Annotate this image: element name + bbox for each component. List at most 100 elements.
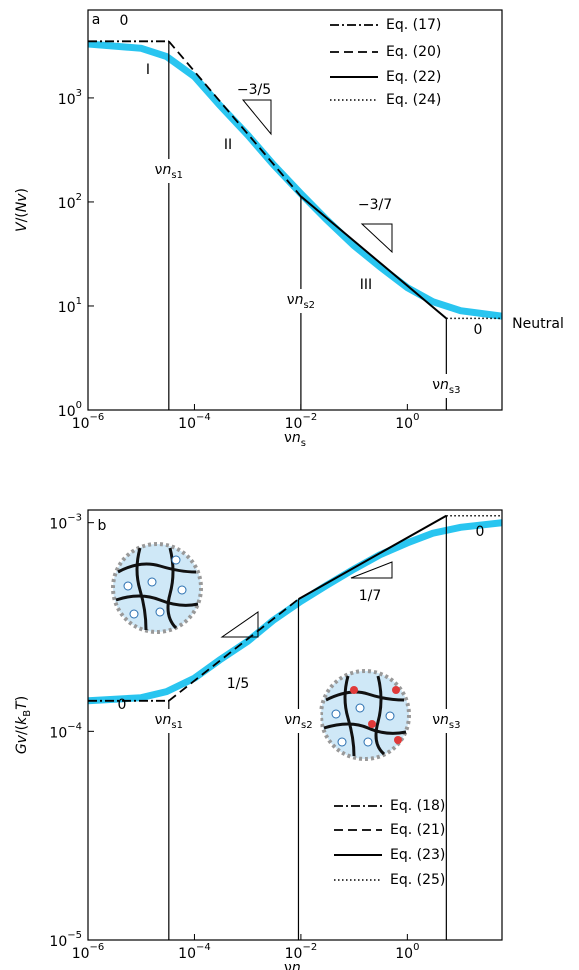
legend-label: Eq. (24) bbox=[386, 92, 441, 108]
inset-gel-charged bbox=[319, 669, 411, 761]
legend-label: Eq. (17) bbox=[386, 17, 441, 33]
slope-triangle bbox=[360, 223, 393, 254]
annotation: −3/5 bbox=[237, 82, 271, 98]
text-part: 10 bbox=[49, 934, 67, 950]
text-part: n bbox=[292, 430, 301, 446]
text-part: 10 bbox=[49, 517, 67, 533]
text-part: ν bbox=[284, 960, 292, 970]
y-tick-label: 10−5 bbox=[49, 930, 82, 950]
plot-frame bbox=[87, 509, 503, 941]
text-part: 10 bbox=[72, 946, 90, 962]
plot-frame bbox=[87, 9, 503, 411]
marker-label: νns3 bbox=[432, 712, 460, 731]
legend-label: Eq. (25) bbox=[390, 872, 445, 888]
slope-triangle bbox=[350, 561, 393, 579]
text-part: n bbox=[440, 377, 449, 393]
annotation: Neutral bbox=[512, 316, 564, 332]
text-part: ν bbox=[284, 712, 292, 728]
text-part: −6 bbox=[90, 942, 105, 953]
y-axis-label: V/(Nv) bbox=[14, 188, 30, 232]
slope-triangle bbox=[220, 611, 259, 638]
y-tick-label: 103 bbox=[58, 88, 82, 108]
text-part: −4 bbox=[67, 721, 82, 732]
text-part: s1 bbox=[171, 170, 183, 181]
annotation: b bbox=[98, 518, 107, 534]
marker-label-bg bbox=[146, 159, 191, 183]
text-part: ν bbox=[155, 712, 163, 728]
text-part: n bbox=[292, 960, 301, 970]
marker-label-bg bbox=[278, 289, 323, 313]
annotation: 1/5 bbox=[227, 676, 250, 692]
annotation: a bbox=[92, 12, 101, 28]
x-tick-label: 10−4 bbox=[178, 412, 211, 432]
text-part: 0 bbox=[413, 942, 419, 953]
y-tick-label: 10−3 bbox=[49, 513, 82, 533]
x-tick-label: 10−2 bbox=[285, 412, 318, 432]
marker-label: νns2 bbox=[284, 712, 312, 731]
legend-label: Eq. (18) bbox=[390, 798, 445, 814]
inset-gel-neutral bbox=[111, 542, 203, 634]
y-tick-label: 10−4 bbox=[49, 721, 82, 741]
slope-triangle bbox=[241, 99, 272, 136]
text-part: ν bbox=[155, 162, 163, 178]
x-tick-label: 10−6 bbox=[72, 412, 105, 432]
marker-label: νns1 bbox=[155, 162, 183, 181]
text-part: s3 bbox=[449, 720, 461, 731]
text-part: B bbox=[22, 710, 33, 717]
series-line bbox=[300, 195, 447, 320]
series-line bbox=[298, 514, 447, 600]
text-part: s bbox=[301, 968, 306, 970]
marker-label: νns2 bbox=[287, 292, 315, 311]
y-axis-label: Gv/(kBT) bbox=[14, 696, 33, 754]
text-part: /( bbox=[14, 212, 30, 222]
text-part: −4 bbox=[196, 942, 211, 953]
x-tick-label: 10−6 bbox=[72, 942, 105, 962]
text-part: s2 bbox=[301, 720, 313, 731]
text-part: n bbox=[163, 162, 172, 178]
text-part: 10 bbox=[58, 92, 76, 108]
text-part: s1 bbox=[171, 720, 183, 731]
text-part: ν bbox=[284, 430, 292, 446]
annotation: −3/7 bbox=[358, 197, 392, 213]
text-part: n bbox=[292, 712, 301, 728]
x-axis-label: νns bbox=[284, 430, 306, 449]
text-part: s2 bbox=[303, 300, 315, 311]
text-part: 10 bbox=[178, 946, 196, 962]
legend-label: Eq. (23) bbox=[390, 847, 445, 863]
text-part: /( bbox=[14, 725, 30, 735]
annotation: I bbox=[146, 62, 150, 78]
text-part: 10 bbox=[58, 196, 76, 212]
text-part: 0 bbox=[413, 412, 419, 423]
marker-label: νns1 bbox=[155, 712, 183, 731]
y-tick-label: 100 bbox=[58, 400, 82, 420]
text-part: 10 bbox=[58, 404, 76, 420]
legend-label: Eq. (20) bbox=[386, 44, 441, 60]
text-part: 0 bbox=[76, 400, 82, 411]
marker-label-bg bbox=[276, 709, 321, 733]
text-part: −3 bbox=[67, 513, 82, 524]
series-line bbox=[88, 519, 502, 705]
text-part: ) bbox=[14, 188, 30, 193]
marker-label-bg bbox=[146, 709, 191, 733]
series-line bbox=[168, 40, 302, 197]
x-axis-label: νns bbox=[284, 960, 306, 970]
marker-label-bg bbox=[424, 709, 469, 733]
x-tick-label: 10−4 bbox=[178, 942, 211, 962]
text-part: 3 bbox=[76, 88, 82, 99]
y-tick-label: 101 bbox=[58, 296, 82, 316]
annotation: III bbox=[360, 277, 372, 293]
text-part: 10 bbox=[58, 300, 76, 316]
text-part: n bbox=[440, 712, 449, 728]
x-tick-label: 100 bbox=[395, 412, 419, 432]
annotation: 0 bbox=[476, 524, 485, 540]
text-part: T bbox=[14, 700, 30, 710]
text-part: ) bbox=[14, 696, 30, 701]
text-part: 10 bbox=[285, 946, 303, 962]
text-part: 2 bbox=[76, 192, 82, 203]
text-part: ν bbox=[432, 712, 440, 728]
text-part: s3 bbox=[449, 385, 461, 396]
annotation: 0 bbox=[118, 697, 127, 713]
series-line bbox=[88, 40, 502, 320]
text-part: 10 bbox=[395, 416, 413, 432]
